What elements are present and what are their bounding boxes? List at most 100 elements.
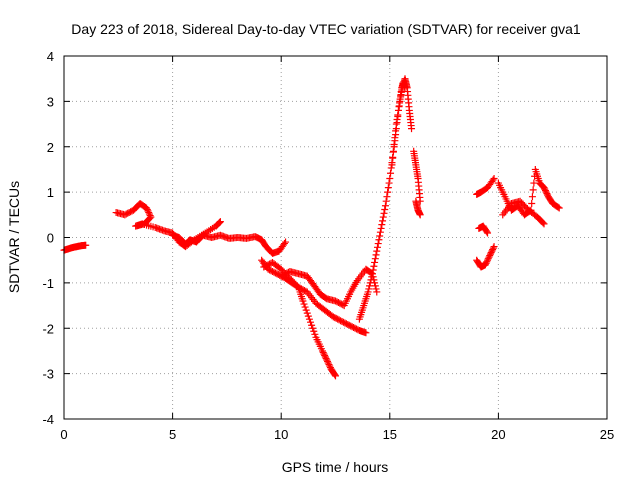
x-tick-label: 10 [274,427,288,442]
series-seg13 [473,243,498,271]
x-tick-label: 0 [60,427,67,442]
data-point [395,102,403,110]
data-point [490,243,498,251]
data-point [490,175,498,183]
data-point [299,297,307,305]
data-point [379,217,387,225]
data-point [370,262,378,270]
data-point [310,327,318,335]
data-point [367,276,375,284]
data-point [481,261,489,269]
data-point [489,176,497,184]
data-point [371,255,379,263]
data-point [382,197,390,205]
data-point [318,347,326,355]
axis-ticks: 0 5 10 15 20 25 -4 -3 -2 -1 0 1 2 3 4 [42,49,614,442]
y-tick-label: -1 [42,276,54,291]
data-point [320,350,328,358]
data-point [555,204,563,212]
data-point [304,312,312,320]
data-point [331,371,339,379]
data-point [332,372,339,380]
data-point [401,84,409,92]
data-point [322,355,330,362]
y-tick-label: 2 [47,140,54,155]
data-point [539,219,547,227]
data-point [373,243,381,251]
series-seg15 [499,197,548,228]
data-point [143,204,151,212]
data-point [371,258,379,266]
data-point [489,244,497,252]
data-point [392,127,400,135]
data-point [366,282,374,290]
data-point [365,285,373,293]
data-point [373,288,381,296]
data-point [483,258,491,266]
data-point [368,270,376,278]
y-tick-label: 1 [47,185,54,200]
data-point [485,253,493,261]
y-tick-label: -3 [42,367,54,382]
data-point [324,358,332,366]
data-point [326,362,334,370]
data-point [528,199,536,207]
data-point [543,190,551,198]
data-point [396,97,404,105]
data-point [389,154,397,162]
data-point [389,147,397,155]
data-point [387,164,395,172]
data-point [366,279,374,287]
data-point [376,232,384,240]
data-point [387,169,395,177]
data-point [381,206,389,214]
data-point [488,247,496,255]
data-point [486,252,494,260]
data-point [319,348,327,356]
data-point [540,184,548,192]
data-point [308,321,316,329]
data-point [368,273,376,281]
data-point [376,228,384,236]
data-point [144,207,152,215]
data-point [383,193,391,201]
data-point [416,211,424,219]
series-seg5 [260,258,370,337]
series-seg11 [473,175,498,198]
data-point [282,238,290,246]
data-point [372,251,380,259]
data-point [487,249,495,257]
series-seg2 [112,199,224,251]
data-point [541,187,549,195]
series-seg1 [60,241,90,254]
data-point [372,285,380,293]
series-seg10 [412,197,424,219]
series-seg12 [475,222,492,237]
data-point [378,221,386,229]
data-point [280,240,288,248]
data-point [482,259,490,267]
data-point [305,315,313,323]
y-tick-label: 3 [47,94,54,109]
data-point [216,218,224,226]
series-seg9 [410,147,424,205]
x-tick-label: 25 [600,427,614,442]
data-point [484,229,492,237]
data-point [384,184,392,192]
data-point [302,306,310,314]
data-point [528,193,536,201]
data-point [486,250,494,258]
data-point [390,140,398,148]
y-tick-label: 4 [47,49,54,64]
data-point [321,351,329,359]
data-point [323,356,331,364]
data-point [489,246,497,254]
data-point [375,236,383,244]
data-point [554,203,562,211]
data-point [324,359,332,367]
data-point [380,209,388,217]
data-point [377,224,385,232]
data-point [393,116,401,124]
series-seg3 [169,231,290,257]
data-point [309,324,317,332]
